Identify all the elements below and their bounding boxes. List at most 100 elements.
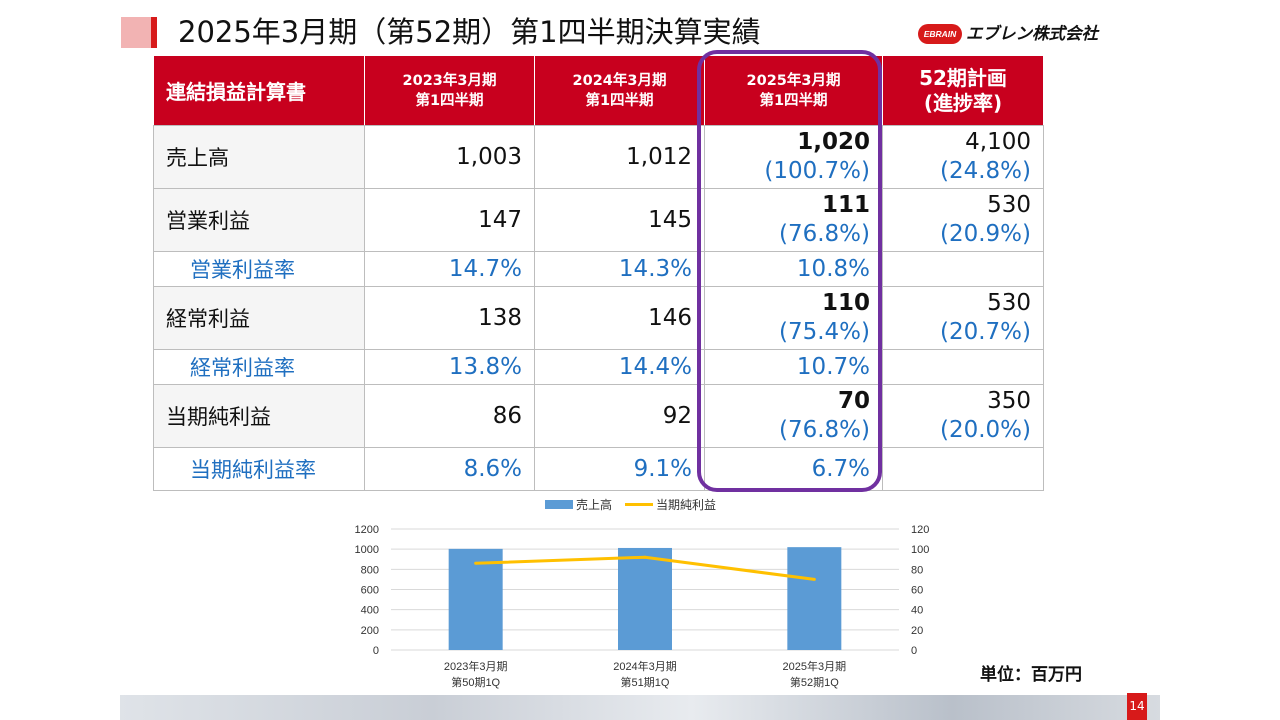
- cell-2025: 6.7%: [704, 447, 883, 491]
- cell-plan-empty: [882, 349, 1044, 385]
- cell-plan-value: 530: [987, 290, 1031, 316]
- column-header-2025: 2025年3月期 第1四半期: [704, 55, 883, 126]
- cell-plan-value: 4,100: [965, 129, 1031, 155]
- cell-2023: 138: [364, 286, 535, 350]
- y-right-tick-label: 60: [911, 585, 923, 597]
- table-row-operating-profit: 営業利益 147 145 111 (76.8%) 530 (20.9%): [153, 188, 1044, 252]
- cell-plan: 530 (20.9%): [882, 188, 1044, 252]
- logo-text: エブレン株式会社: [966, 24, 1098, 43]
- x-tick-label-line2: 第50期1Q: [451, 675, 500, 689]
- y-left-tick-label: 600: [361, 585, 379, 597]
- unit-label: 単位：百万円: [980, 665, 1082, 685]
- cell-2024: 92: [534, 384, 705, 448]
- point-net-income: [812, 577, 816, 581]
- y-left-tick-label: 0: [373, 645, 379, 657]
- cell-2023: 1,003: [364, 125, 535, 189]
- cell-2024: 14.3%: [534, 251, 705, 287]
- y-right-tick-label: 100: [911, 544, 929, 556]
- cell-plan-progress: (20.0%): [939, 417, 1031, 443]
- column-header-2024: 2024年3月期 第1四半期: [534, 55, 705, 126]
- legend-label-sales: 売上高: [576, 497, 612, 512]
- cell-plan: 530 (20.7%): [882, 286, 1044, 350]
- legend-label-net-income: 当期純利益: [656, 498, 716, 512]
- cell-2024: 145: [534, 188, 705, 252]
- x-tick-label-line1: 2024年3月期: [613, 659, 677, 673]
- cell-2023: 86: [364, 384, 535, 448]
- plan-header-line2: (進捗率): [923, 90, 1003, 115]
- page-title: 2025年3月期（第52期）第1四半期決算実績: [178, 15, 761, 49]
- row-label: 営業利益率: [153, 251, 365, 287]
- point-net-income: [643, 555, 647, 559]
- table-row-net-income: 当期純利益 86 92 70 (76.8%) 350 (20.0%): [153, 384, 1044, 448]
- cell-2025-value: 70: [837, 388, 870, 414]
- cell-2023: 13.8%: [364, 349, 535, 385]
- cell-2025-value: 110: [821, 290, 870, 316]
- x-tick-label-line1: 2025年3月期: [783, 659, 847, 673]
- cell-2025-yoy: (76.8%): [778, 221, 870, 247]
- table-row-ordinary-profit: 経常利益 138 146 110 (75.4%) 530 (20.7%): [153, 286, 1044, 350]
- y-right-tick-label: 80: [911, 564, 923, 576]
- cell-2025: 10.7%: [704, 349, 883, 385]
- column-header-line2: 第1四半期: [759, 92, 828, 109]
- table-header-row: 連結損益計算書 2023年3月期 第1四半期 2024年3月期 第1四半期 20…: [153, 55, 1044, 126]
- page-number: 14: [1127, 693, 1147, 720]
- cell-2025-value: 1,020: [797, 129, 870, 155]
- y-left-tick-label: 200: [361, 625, 379, 637]
- sales-netincome-chart: 0 200 400 600 800 1000 1200 0 20 40 60 80 100 120 2023…: [355, 497, 930, 689]
- row-label: 経常利益: [153, 286, 365, 350]
- cell-2025-yoy: (100.7%): [764, 158, 870, 184]
- footer-decoration: [120, 695, 1160, 720]
- table-row-sales: 売上高 1,003 1,012 1,020 (100.7%) 4,100 (24…: [153, 125, 1044, 189]
- table-row-operating-margin: 営業利益率 14.7% 14.3% 10.8%: [153, 251, 1044, 287]
- column-header-line1: 2023年3月期: [402, 72, 497, 89]
- y-right-tick-label: 20: [911, 625, 923, 637]
- column-header-line2: 第1四半期: [585, 92, 654, 109]
- cell-2025-value: 111: [821, 192, 870, 218]
- cell-2025-yoy: (75.4%): [778, 319, 870, 345]
- cell-2023: 8.6%: [364, 447, 535, 491]
- cell-2024: 1,012: [534, 125, 705, 189]
- cell-2024: 146: [534, 286, 705, 350]
- logo-mark: EBRAIN: [918, 24, 962, 44]
- column-header-2023: 2023年3月期 第1四半期: [364, 55, 535, 126]
- x-tick-label-line2: 第52期1Q: [790, 675, 839, 689]
- row-label: 営業利益: [153, 188, 365, 252]
- cell-2025: 10.8%: [704, 251, 883, 287]
- y-left-tick-label: 1000: [355, 544, 379, 556]
- cell-2025: 111 (76.8%): [704, 188, 883, 252]
- cell-2025: 110 (75.4%): [704, 286, 883, 350]
- cell-2024: 14.4%: [534, 349, 705, 385]
- cell-2025: 70 (76.8%): [704, 384, 883, 448]
- row-label: 当期純利益率: [153, 447, 365, 491]
- y-right-tick-label: 0: [911, 645, 917, 657]
- column-header-line1: 2025年3月期: [746, 72, 841, 89]
- row-label: 経常利益率: [153, 349, 365, 385]
- bar-sales: [787, 547, 842, 650]
- bar-sales: [448, 548, 503, 650]
- column-header-line2: 第1四半期: [415, 92, 484, 109]
- cell-plan-progress: (20.9%): [939, 221, 1031, 247]
- x-tick-label-line1: 2023年3月期: [444, 659, 508, 673]
- cell-plan-value: 350: [987, 388, 1031, 414]
- point-net-income: [474, 561, 478, 565]
- x-tick-label-line2: 第51期1Q: [621, 675, 670, 689]
- cell-2025-yoy: (76.8%): [778, 417, 870, 443]
- column-header-plan: 52期計画 (進捗率): [882, 55, 1044, 126]
- table-row-ordinary-margin: 経常利益率 13.8% 14.4% 10.7%: [153, 349, 1044, 385]
- cell-2024: 9.1%: [534, 447, 705, 491]
- cell-plan: 4,100 (24.8%): [882, 125, 1044, 189]
- row-label: 売上高: [153, 125, 365, 189]
- y-left-tick-label: 1200: [355, 524, 379, 536]
- bar-sales: [618, 547, 672, 650]
- title-accent-marker: [121, 17, 157, 48]
- cell-plan-progress: (20.7%): [939, 319, 1031, 345]
- cell-plan: 350 (20.0%): [882, 384, 1044, 448]
- cell-plan-empty: [882, 251, 1044, 287]
- table-row-net-margin: 当期純利益率 8.6% 9.1% 6.7%: [153, 447, 1044, 491]
- plan-header-line1: 52期計画: [919, 65, 1007, 90]
- legend-swatch-sales: [545, 500, 573, 509]
- title-accent-dark: [151, 17, 157, 48]
- cell-2023: 147: [364, 188, 535, 252]
- cell-2025: 1,020 (100.7%): [704, 125, 883, 189]
- cell-plan-empty: [882, 447, 1044, 491]
